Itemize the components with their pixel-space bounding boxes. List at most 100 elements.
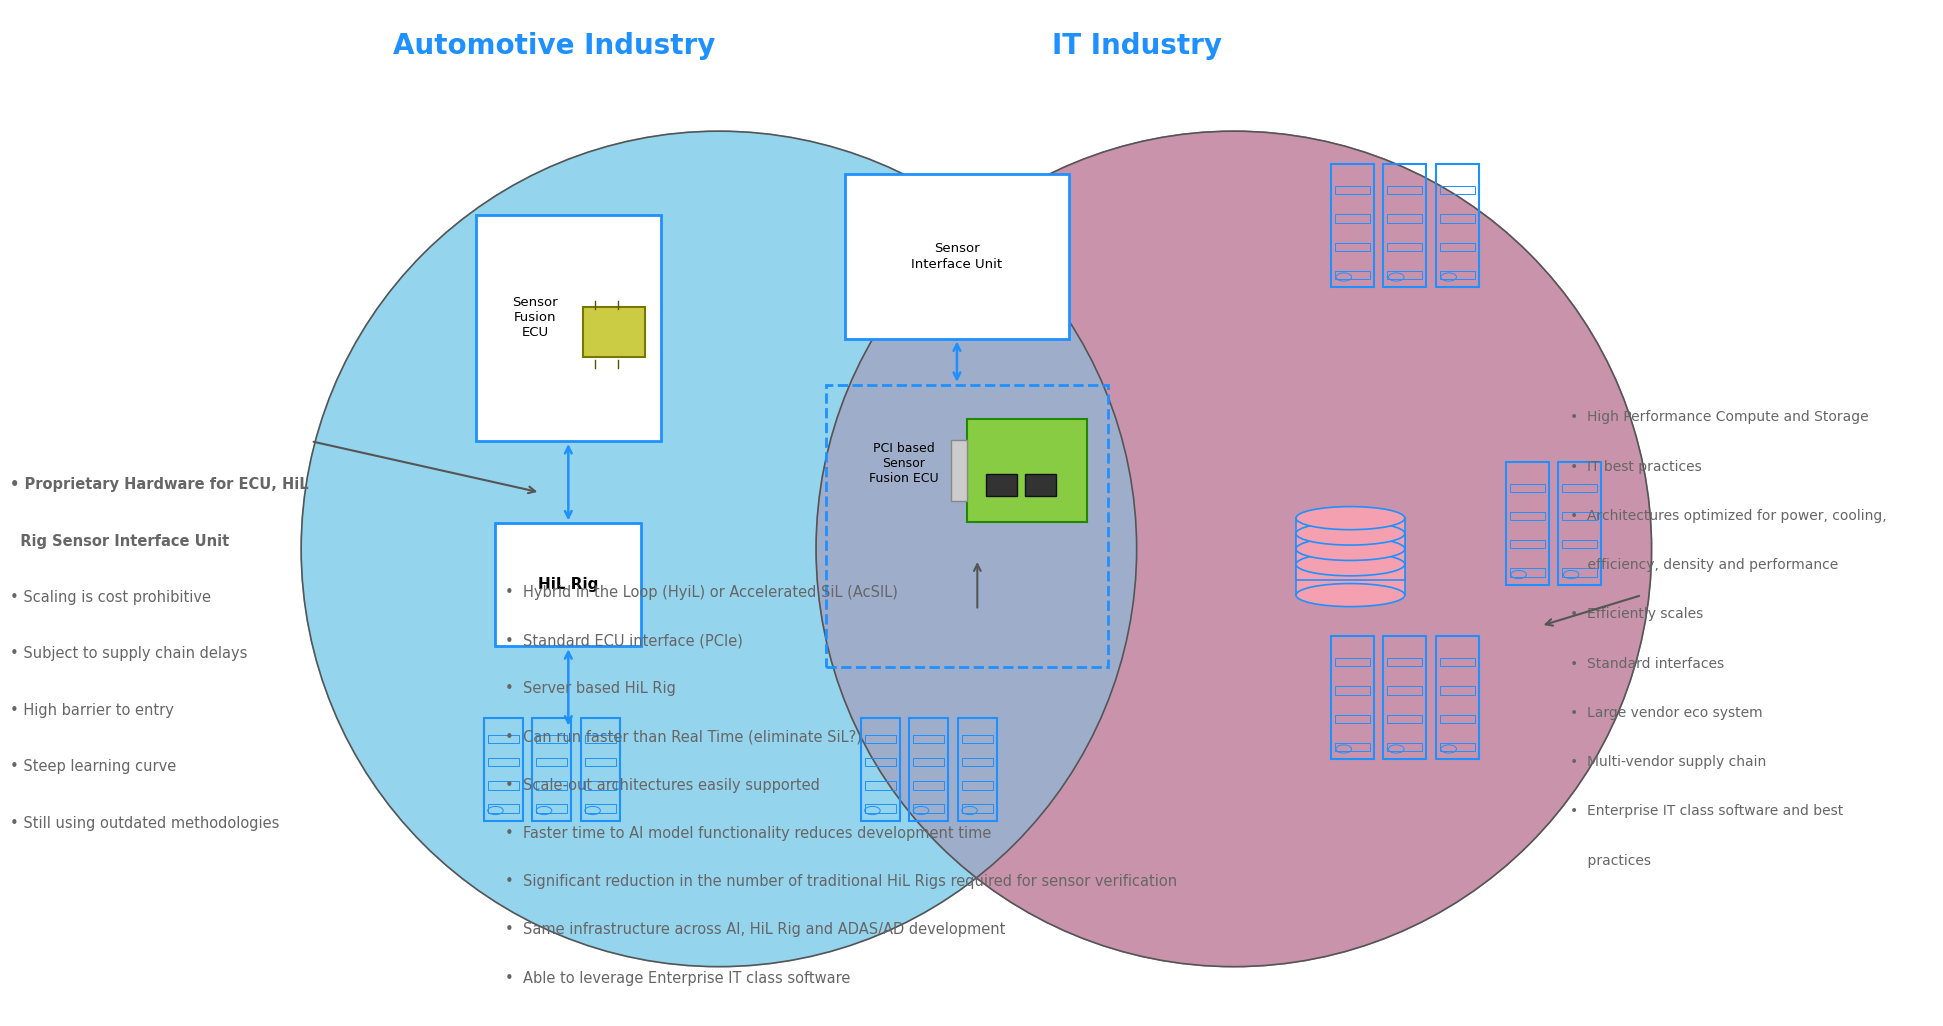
Bar (1440, 243, 1475, 251)
Bar (581, 718, 620, 821)
Bar (585, 782, 616, 790)
Bar (585, 804, 616, 813)
Bar (1335, 743, 1370, 751)
Bar (1335, 214, 1370, 223)
Bar (913, 735, 944, 743)
Bar (1440, 187, 1475, 195)
FancyBboxPatch shape (495, 523, 641, 646)
Bar (488, 782, 519, 790)
Text: •  Standard ECU interface (PCIe): • Standard ECU interface (PCIe) (505, 633, 742, 648)
Ellipse shape (301, 131, 1137, 966)
Bar (1383, 164, 1426, 287)
Bar (865, 735, 896, 743)
Text: •  Can run faster than Real Time (eliminate SiL?): • Can run faster than Real Time (elimina… (505, 729, 863, 745)
Bar (861, 718, 900, 821)
Text: •  Multi-vendor supply chain: • Multi-vendor supply chain (1570, 755, 1766, 770)
Bar (1440, 659, 1475, 667)
Text: • Proprietary Hardware for ECU, HiL: • Proprietary Hardware for ECU, HiL (10, 477, 309, 492)
Bar (958, 718, 997, 821)
Bar (1558, 462, 1601, 585)
Bar (1440, 271, 1475, 279)
Bar (585, 758, 616, 766)
Text: • Steep learning curve: • Steep learning curve (10, 759, 177, 775)
FancyBboxPatch shape (985, 474, 1018, 497)
Bar (1387, 659, 1422, 667)
Bar (1296, 549, 1405, 580)
Bar (865, 804, 896, 813)
Text: •  Hybrid in the Loop (HyiL) or Accelerated SiL (AcSIL): • Hybrid in the Loop (HyiL) or Accelerat… (505, 585, 898, 600)
Text: IT Industry: IT Industry (1051, 32, 1222, 61)
Bar (865, 758, 896, 766)
Bar (1510, 540, 1545, 548)
Text: •  Significant reduction in the number of traditional HiL Rigs required for sens: • Significant reduction in the number of… (505, 874, 1177, 890)
Bar (532, 718, 571, 821)
Bar (1387, 714, 1422, 722)
Bar (1387, 187, 1422, 195)
Bar (1562, 568, 1597, 577)
Bar (1387, 243, 1422, 251)
Bar (1436, 636, 1479, 759)
Bar (1440, 743, 1475, 751)
Ellipse shape (1296, 584, 1405, 606)
Ellipse shape (816, 131, 1652, 966)
Bar (1387, 686, 1422, 695)
Bar (1440, 714, 1475, 722)
FancyBboxPatch shape (476, 215, 661, 441)
Bar (909, 718, 948, 821)
FancyBboxPatch shape (845, 174, 1069, 339)
Bar (1335, 271, 1370, 279)
Bar (536, 782, 567, 790)
Text: Automotive Industry: Automotive Industry (392, 32, 715, 61)
Text: Sensor
Interface Unit: Sensor Interface Unit (911, 242, 1003, 271)
Ellipse shape (1296, 507, 1405, 529)
Bar (1335, 187, 1370, 195)
Bar (488, 758, 519, 766)
Text: • Still using outdated methodologies: • Still using outdated methodologies (10, 816, 280, 831)
Bar (1506, 462, 1549, 585)
Text: efficiency, density and performance: efficiency, density and performance (1570, 558, 1838, 573)
Bar (1387, 743, 1422, 751)
Bar (1296, 534, 1405, 564)
Text: •  Able to leverage Enterprise IT class software: • Able to leverage Enterprise IT class s… (505, 971, 851, 986)
Bar (865, 782, 896, 790)
Text: •  Faster time to AI model functionality reduces development time: • Faster time to AI model functionality … (505, 826, 991, 841)
Text: practices: practices (1570, 854, 1652, 868)
Bar (1387, 271, 1422, 279)
Bar (488, 804, 519, 813)
Bar (1335, 243, 1370, 251)
Text: •  Architectures optimized for power, cooling,: • Architectures optimized for power, coo… (1570, 509, 1887, 523)
Text: HiL Rig: HiL Rig (538, 578, 598, 592)
Bar (1335, 714, 1370, 722)
Bar (536, 758, 567, 766)
Bar (585, 735, 616, 743)
Bar (1387, 214, 1422, 223)
Text: •  Scale-out architectures easily supported: • Scale-out architectures easily support… (505, 778, 820, 793)
Text: •  Efficiently scales: • Efficiently scales (1570, 607, 1704, 622)
Bar (1331, 636, 1374, 759)
Text: •  Server based HiL Rig: • Server based HiL Rig (505, 681, 676, 697)
Text: •  Large vendor eco system: • Large vendor eco system (1570, 706, 1762, 720)
Ellipse shape (816, 131, 1652, 966)
Text: •  High Performance Compute and Storage: • High Performance Compute and Storage (1570, 410, 1869, 425)
Ellipse shape (1296, 538, 1405, 560)
Text: • Subject to supply chain delays: • Subject to supply chain delays (10, 646, 247, 662)
Bar (913, 782, 944, 790)
Bar (1436, 164, 1479, 287)
Bar (1440, 214, 1475, 223)
Bar (1331, 164, 1374, 287)
Bar (1562, 540, 1597, 548)
Bar (1440, 686, 1475, 695)
Bar (1510, 568, 1545, 577)
Bar (1562, 484, 1597, 492)
Bar (962, 735, 993, 743)
Bar (1510, 484, 1545, 492)
Ellipse shape (1296, 553, 1405, 576)
Bar (536, 735, 567, 743)
FancyBboxPatch shape (952, 440, 968, 502)
Text: PCI based
Sensor
Fusion ECU: PCI based Sensor Fusion ECU (869, 442, 938, 485)
Bar (913, 758, 944, 766)
Text: •  IT best practices: • IT best practices (1570, 460, 1702, 474)
Bar (1296, 564, 1405, 595)
Text: Rig Sensor Interface Unit: Rig Sensor Interface Unit (10, 534, 229, 549)
Text: • High barrier to entry: • High barrier to entry (10, 703, 173, 718)
